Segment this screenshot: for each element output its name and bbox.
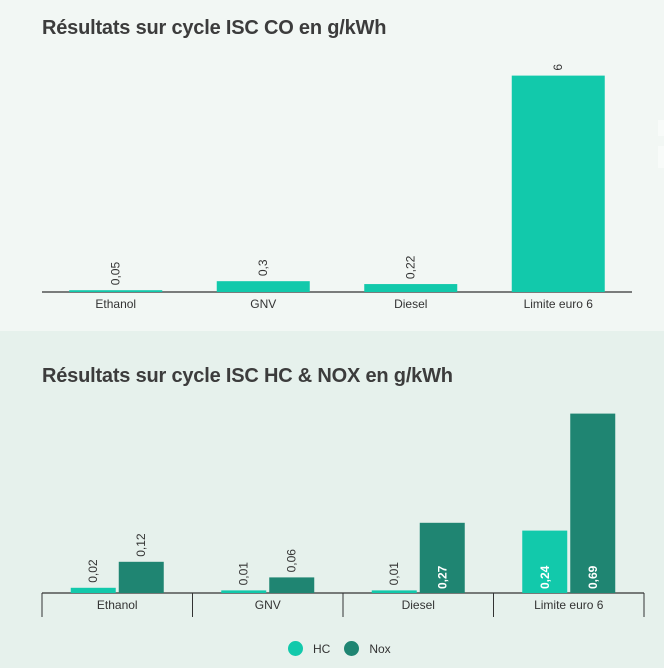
hcnox-chart-panel: Résultats sur cycle ISC HC & NOX en g/kW… xyxy=(0,331,664,668)
bar xyxy=(364,284,458,292)
co-bar-chart: 0,05 Ethanol 0,3 GNV 0,22 Diesel 6 Limite euro … xyxy=(42,64,632,311)
bar xyxy=(511,75,605,292)
legend-label-nox: Nox xyxy=(369,641,391,656)
data-label: 0,69 xyxy=(586,565,600,589)
data-label: 0,22 xyxy=(404,255,418,279)
data-label: 0,3 xyxy=(256,259,270,276)
x-tick-label: Diesel xyxy=(402,598,435,612)
bar-hc xyxy=(221,590,267,593)
data-label: 0,06 xyxy=(285,549,299,573)
data-label: 0,02 xyxy=(86,559,100,583)
data-label: 0,01 xyxy=(237,562,251,586)
data-label: 6 xyxy=(551,64,565,71)
legend-item-hc[interactable]: HC xyxy=(288,641,330,656)
data-label: 0,27 xyxy=(435,565,449,589)
bar-nox xyxy=(118,561,164,593)
legend-item-nox[interactable]: Nox xyxy=(344,641,391,656)
x-tick-label: Ethanol xyxy=(97,598,138,612)
data-label: 0,24 xyxy=(538,565,552,589)
edge-decoration xyxy=(658,120,664,136)
x-tick-label: Limite euro 6 xyxy=(534,598,604,612)
x-tick-label: Diesel xyxy=(394,297,427,311)
x-tick-label: Limite euro 6 xyxy=(524,297,594,311)
legend-swatch-hc xyxy=(288,641,303,656)
edge-decoration xyxy=(658,146,664,168)
hcnox-chart-title: Résultats sur cycle ISC HC & NOX en g/kW… xyxy=(42,365,453,387)
legend-swatch-nox xyxy=(344,641,360,656)
legend-label-hc: HC xyxy=(313,641,331,656)
bar xyxy=(69,290,163,292)
bar-hc xyxy=(371,590,417,593)
bar-nox xyxy=(269,577,315,593)
co-chart-panel: Résultats sur cycle ISC CO en g/kWh 0,05… xyxy=(0,0,664,331)
data-label: 0,12 xyxy=(134,533,148,557)
bar xyxy=(216,281,310,292)
hcnox-bar-chart: 0,02 0,12 Ethanol 0,01 0,06 GNV 0,01 0,27Diesel… xyxy=(41,413,645,617)
co-chart-title: Résultats sur cycle ISC CO en g/kWh xyxy=(42,17,387,39)
bar-nox xyxy=(570,413,616,593)
bar-hc xyxy=(70,587,116,593)
data-label: 0,01 xyxy=(387,562,401,586)
chart-legend: HC Nox xyxy=(288,641,405,656)
bar-nox xyxy=(419,522,465,593)
x-tick-label: GNV xyxy=(255,598,281,612)
x-tick-label: GNV xyxy=(250,297,276,311)
x-tick-label: Ethanol xyxy=(95,297,136,311)
bar-hc xyxy=(522,530,568,593)
data-label: 0,05 xyxy=(109,262,123,286)
